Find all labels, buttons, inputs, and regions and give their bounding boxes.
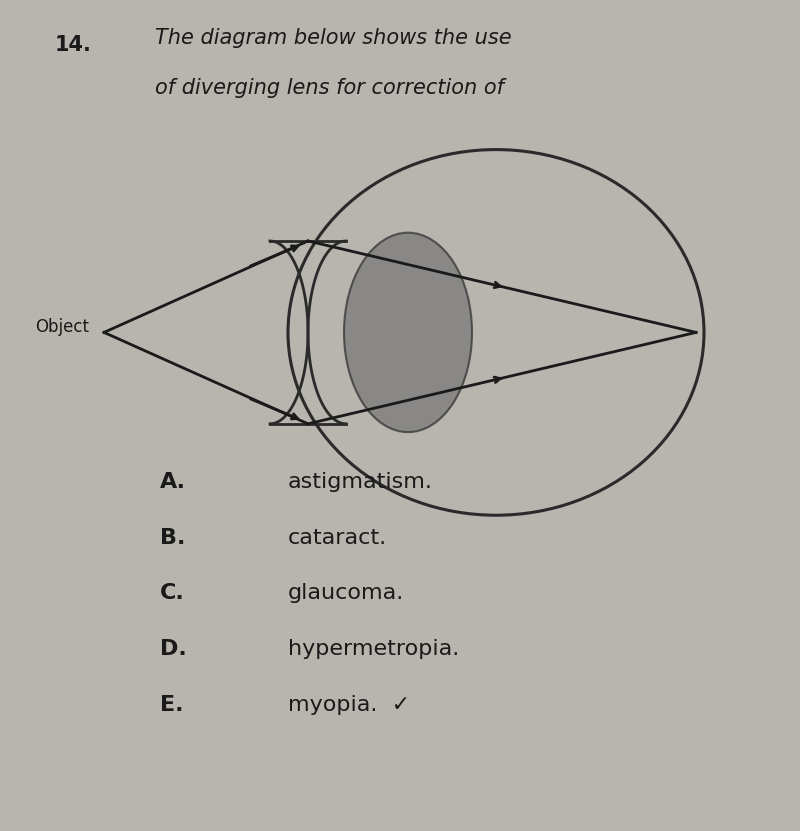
Text: D.: D. bbox=[160, 639, 186, 659]
Text: glaucoma.: glaucoma. bbox=[288, 583, 404, 603]
Text: 14.: 14. bbox=[55, 35, 92, 55]
Text: C.: C. bbox=[160, 583, 185, 603]
Text: B.: B. bbox=[160, 528, 186, 548]
Text: A.: A. bbox=[160, 472, 186, 492]
Text: cataract.: cataract. bbox=[288, 528, 387, 548]
Text: The diagram below shows the use: The diagram below shows the use bbox=[155, 28, 512, 48]
Text: of diverging lens for correction of: of diverging lens for correction of bbox=[155, 78, 504, 98]
Text: Object: Object bbox=[35, 318, 89, 337]
Text: myopia.  ✓: myopia. ✓ bbox=[288, 695, 410, 715]
Text: E.: E. bbox=[160, 695, 183, 715]
Text: hypermetropia.: hypermetropia. bbox=[288, 639, 459, 659]
Text: astigmatism.: astigmatism. bbox=[288, 472, 433, 492]
Ellipse shape bbox=[344, 233, 472, 432]
